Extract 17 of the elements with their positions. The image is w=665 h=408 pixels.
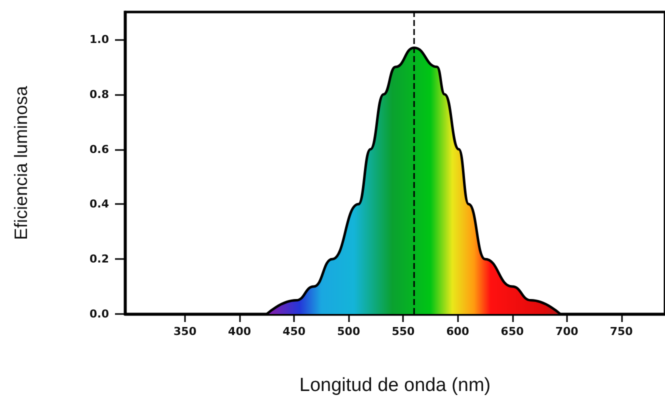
- x-tick-label: 600: [446, 325, 470, 338]
- x-tick-label: 550: [392, 325, 416, 338]
- y-tick-label: 0.2: [90, 252, 109, 266]
- y-tick-label: 0.4: [90, 198, 110, 211]
- x-tick-label: 750: [610, 325, 634, 338]
- y-axis-title: Eficiencia luminosa: [11, 84, 31, 240]
- x-tick-label: 700: [555, 325, 579, 338]
- x-tick-label: 500: [337, 325, 360, 338]
- y-tick-label: 0.8: [90, 88, 109, 101]
- x-tick-label: 350: [174, 325, 197, 338]
- y-tick-label: 0.0: [90, 308, 110, 320]
- x-tick-label: 650: [500, 325, 524, 338]
- x-tick-label: 450: [282, 325, 306, 338]
- x-axis-title: Longitud de onda (nm): [299, 375, 491, 396]
- y-tick-label: 0.6: [90, 142, 110, 156]
- y-tick-label: 1.0: [90, 32, 110, 46]
- x-tick-label: 400: [228, 325, 252, 338]
